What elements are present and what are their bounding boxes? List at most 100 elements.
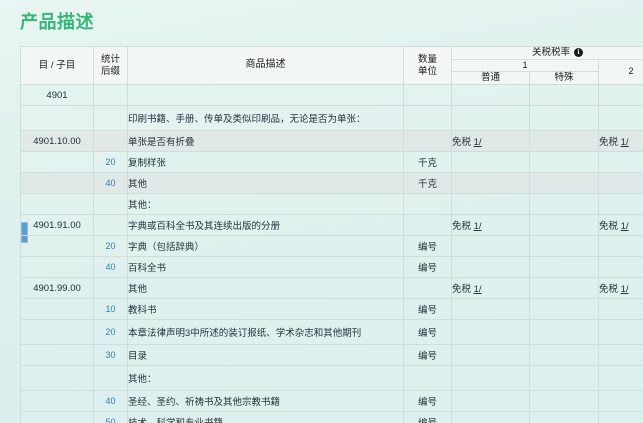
column-header-quantity-unit: 数量 单位	[403, 46, 452, 85]
cell-heading-code	[20, 151, 94, 173]
table-row[interactable]: 印刷书籍、手册、传单及类似印刷品，无论是否为单张：	[20, 105, 643, 131]
cell-rate-special	[529, 256, 599, 278]
footnote-link[interactable]: 1/	[473, 284, 482, 295]
cell-stat-suffix	[93, 365, 128, 391]
cell-stat-suffix	[93, 193, 128, 215]
cell-quantity-unit: 编号	[403, 390, 452, 412]
cell-quantity-unit: 编号	[403, 411, 452, 423]
cell-heading-code	[20, 172, 94, 194]
column-header-special: 特殊	[529, 71, 599, 85]
cell-quantity-unit	[403, 193, 452, 215]
cell-stat-suffix	[93, 105, 128, 131]
cell-heading-code[interactable]: 4901	[20, 84, 94, 106]
cell-stat-suffix[interactable]: 20	[93, 235, 128, 257]
table-row[interactable]: 20 复制样张 千克	[20, 151, 643, 173]
table-header: 目 / 子目 统计 后缀 商品描述 数量 单位 关税税率 i 1 2 普通 特殊	[20, 46, 643, 86]
cell-description: 复制样张	[127, 151, 404, 173]
footnote-link[interactable]: 1/	[473, 221, 482, 232]
cell-stat-suffix[interactable]: 50	[93, 411, 128, 423]
table-row[interactable]: 40 百科全书 编号	[20, 256, 643, 278]
cell-heading-code	[20, 298, 94, 320]
column-header-group-1: 1	[451, 58, 599, 73]
tariff-schedule-table: 目 / 子目 统计 后缀 商品描述 数量 单位 关税税率 i 1 2 普通 特殊 …	[20, 46, 643, 423]
cell-heading-code[interactable]: 4901.91.00	[20, 214, 94, 236]
cell-quantity-unit: 编号	[403, 256, 452, 278]
column-header-stat-suffix: 统计 后缀	[93, 46, 128, 85]
tariff-rate-label: 关税税率	[532, 47, 571, 58]
cell-quantity-unit	[403, 105, 452, 131]
cell-stat-suffix	[93, 84, 128, 106]
table-row[interactable]: 4901	[20, 84, 643, 106]
table-row[interactable]: 其他：	[20, 365, 643, 391]
cell-heading-code	[20, 256, 94, 278]
table-row[interactable]: 20 本章法律声明3中所述的装订报纸、学术杂志和其他期刊 编号	[20, 319, 643, 345]
cell-rate-general[interactable]: 免税 1/	[451, 130, 530, 152]
stat-suffix-line-1: 统计	[100, 53, 120, 65]
page-title: 产品描述	[20, 12, 94, 32]
cell-description: 技术、科学和专业书籍	[127, 411, 404, 423]
rate-value: 免税	[599, 137, 621, 148]
table-row[interactable]: 40 圣经、圣约、祈祷书及其他宗教书籍 编号	[20, 390, 643, 412]
cell-rate-column2	[597, 256, 643, 278]
table-row[interactable]: 其他：	[20, 193, 643, 215]
cell-heading-code	[20, 319, 94, 345]
cell-quantity-unit: 编号	[403, 298, 452, 320]
cell-rate-general[interactable]: 免税 1/	[451, 214, 530, 236]
cell-rate-general	[451, 298, 530, 320]
cell-rate-special	[529, 130, 599, 152]
footnote-link[interactable]: 1/	[620, 221, 629, 232]
info-icon[interactable]: i	[574, 48, 584, 57]
table-row[interactable]: 10 教科书 编号	[20, 298, 643, 320]
cell-heading-code	[20, 105, 94, 131]
footnote-link[interactable]: 1/	[473, 137, 482, 148]
cell-stat-suffix[interactable]: 30	[93, 344, 128, 366]
table-row[interactable]: 4901.99.00 其他 免税 1/免税 1/	[20, 277, 643, 299]
table-row[interactable]: 50技术、科学和专业书籍编号	[20, 411, 643, 423]
cell-rate-general	[451, 151, 530, 173]
cell-rate-column2[interactable]: 免税 1/	[597, 214, 643, 236]
cell-rate-general	[451, 390, 530, 412]
cell-rate-general	[451, 193, 530, 215]
cell-description: 教科书	[127, 298, 404, 320]
cell-rate-column2	[597, 151, 643, 173]
cell-rate-general[interactable]: 免税 1/	[451, 277, 530, 299]
footnote-link[interactable]: 1/	[620, 284, 629, 295]
rate-value: 免税	[452, 137, 474, 148]
cell-stat-suffix[interactable]: 20	[93, 151, 128, 173]
cell-description: 目录	[127, 344, 404, 366]
cell-rate-special	[529, 105, 599, 131]
cell-rate-column2	[597, 172, 643, 194]
cell-stat-suffix[interactable]: 40	[93, 256, 128, 278]
cell-description: 百科全书	[127, 256, 404, 278]
table-row[interactable]: 4901.10.00 单张是否有折叠 免税 1/免税 1/	[20, 130, 643, 152]
cell-stat-suffix[interactable]: 40	[93, 390, 128, 412]
table-row[interactable]: 30 目录 编号	[20, 344, 643, 366]
column-header-general: 普通	[451, 71, 530, 85]
cell-rate-column2[interactable]: 免税 1/	[597, 277, 643, 299]
cell-heading-code[interactable]: 4901.10.00	[20, 130, 94, 152]
cell-stat-suffix[interactable]: 40	[93, 172, 128, 194]
cell-rate-column2	[597, 344, 643, 366]
cell-heading-code	[20, 365, 94, 391]
cell-heading-code	[20, 411, 94, 423]
cell-stat-suffix[interactable]: 20	[93, 319, 128, 345]
table-row[interactable]: 20 字典（包括辞典） 编号	[20, 235, 643, 257]
cell-rate-special	[529, 193, 599, 215]
column-header-tariff-rate: 关税税率 i	[450, 46, 643, 60]
cell-stat-suffix[interactable]: 10	[93, 298, 128, 320]
cell-description: 其他：	[127, 365, 404, 391]
cell-rate-column2[interactable]: 免税 1/	[597, 130, 643, 152]
table-row[interactable]: 4901.91.00 字典或百科全书及其连续出版的分册 免税 1/免税 1/	[20, 214, 643, 236]
cell-rate-column2	[597, 411, 643, 423]
rate-value: 免税	[452, 284, 474, 295]
cell-quantity-unit: 编号	[403, 344, 452, 366]
cell-heading-code[interactable]: 4901.99.00	[20, 277, 94, 299]
footnote-link[interactable]: 1/	[620, 137, 629, 148]
cell-quantity-unit	[403, 365, 452, 391]
stat-suffix-line-2: 后缀	[100, 65, 120, 77]
table-row[interactable]: 40 其他 千克	[20, 172, 643, 194]
rate-value: 免税	[599, 221, 621, 232]
cell-rate-special	[529, 365, 599, 391]
cell-stat-suffix	[93, 214, 128, 236]
rate-value: 免税	[599, 284, 621, 295]
